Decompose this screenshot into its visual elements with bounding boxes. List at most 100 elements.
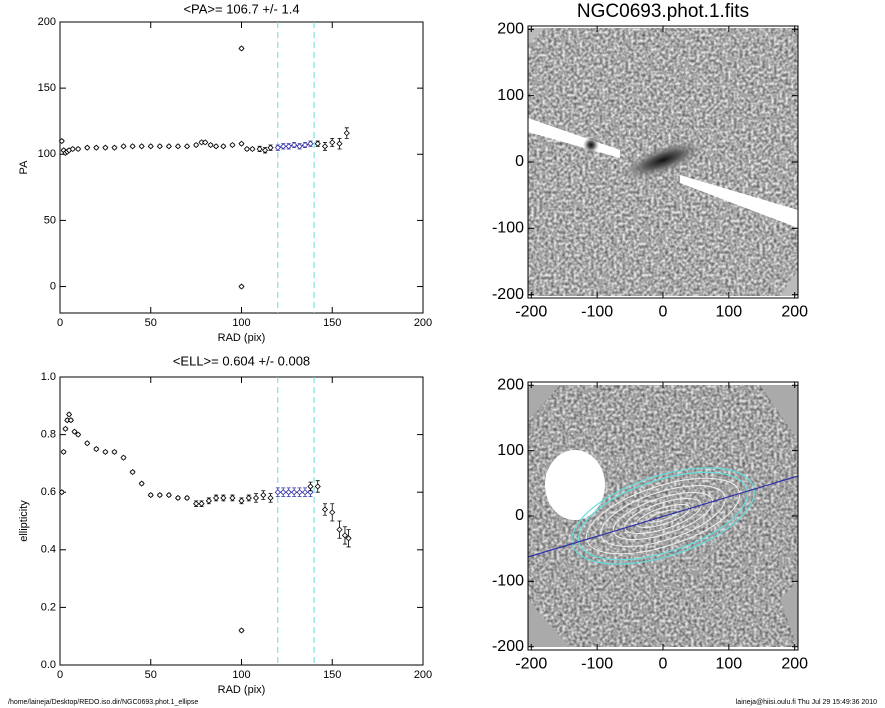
data-point — [58, 489, 65, 496]
data-point — [238, 140, 245, 147]
x-tick-label: 50 — [145, 669, 157, 681]
data-point — [198, 500, 205, 507]
y-axis-label: PA — [18, 160, 30, 175]
data-point — [111, 144, 118, 151]
footer-right: laineja@hiisi.oulu.fi Thu Jul 29 15:49:3… — [736, 699, 877, 706]
x-axis-label: RAD (pix) — [218, 332, 266, 344]
x-tick-label: 200 — [781, 304, 808, 321]
axes-frame — [59, 21, 424, 314]
x-tick-label: 50 — [145, 317, 157, 329]
data-point — [202, 139, 209, 146]
data-point — [102, 448, 109, 455]
data-point — [285, 143, 292, 150]
data-point — [238, 45, 245, 52]
data-point — [174, 494, 182, 502]
data-point — [138, 480, 145, 487]
data-point — [220, 494, 227, 502]
data-point — [120, 454, 127, 461]
data-point — [267, 144, 274, 151]
data-point — [301, 489, 309, 496]
y-tick-label: 150 — [38, 82, 56, 94]
x-tick-label: 0 — [659, 304, 668, 321]
data-point — [84, 144, 91, 151]
data-point — [345, 535, 352, 542]
data-point — [93, 445, 100, 453]
data-point — [336, 526, 343, 533]
data-point — [147, 143, 154, 150]
data-point — [66, 411, 73, 418]
data-point — [229, 494, 236, 502]
x-tick-label: 0 — [57, 317, 63, 329]
data-point — [229, 141, 236, 149]
data-point — [341, 532, 349, 539]
y-tick-label: 0.0 — [41, 659, 56, 671]
data-point — [291, 141, 298, 149]
data-point — [93, 144, 100, 151]
y-tick-label: -200 — [492, 638, 524, 655]
data-point — [238, 283, 245, 290]
data-point — [296, 143, 303, 150]
x-tick-label: -100 — [581, 304, 613, 321]
x-tick-label: -200 — [515, 304, 547, 321]
data-point — [165, 492, 172, 499]
data-point — [329, 509, 336, 516]
data-point — [213, 494, 220, 502]
data-point — [256, 145, 263, 153]
data-point — [71, 428, 78, 435]
data-point — [321, 143, 329, 150]
y-tick-label: 200 — [497, 376, 524, 393]
x-tick-label: 200 — [781, 656, 808, 673]
data-point — [249, 145, 256, 153]
data-point — [67, 417, 74, 424]
y-tick-label: -200 — [492, 286, 524, 303]
data-point — [174, 143, 182, 150]
data-point — [280, 143, 287, 150]
y-tick-label: -100 — [492, 220, 524, 237]
chart-title: NGC0693.phot.1.fits — [577, 1, 749, 22]
data-point — [245, 494, 252, 502]
data-point — [321, 506, 329, 513]
data-point — [183, 494, 191, 502]
data-point — [213, 143, 220, 150]
y-tick-label: 50 — [44, 214, 56, 226]
data-point — [58, 137, 65, 145]
x-tick-label: -100 — [581, 656, 613, 673]
data-point — [147, 492, 154, 499]
x-tick-label: -200 — [515, 656, 547, 673]
x-tick-label: 100 — [716, 656, 743, 673]
data-point — [280, 489, 287, 496]
data-point — [238, 627, 245, 634]
x-tick-label: 150 — [323, 317, 341, 329]
image-top-content — [528, 28, 798, 296]
y-tick-label: 0 — [515, 507, 524, 524]
data-point — [156, 143, 163, 150]
y-tick-label: 100 — [38, 148, 56, 160]
data-point — [296, 489, 303, 496]
y-tick-label: 0.2 — [41, 601, 56, 613]
data-point — [314, 140, 321, 147]
data-point — [75, 145, 82, 153]
data-point — [69, 145, 76, 153]
data-point — [252, 494, 260, 502]
data-point — [129, 143, 136, 150]
data-point — [291, 489, 298, 496]
y-tick-label: 0.8 — [41, 429, 56, 441]
y-tick-label: 0 — [515, 153, 524, 170]
y-tick-label: 0.4 — [41, 544, 56, 556]
data-point — [138, 143, 145, 150]
y-tick-label: -100 — [492, 573, 524, 590]
chart-title: <PA>= 106.7 +/- 1.4 — [183, 1, 299, 16]
data-point — [301, 141, 309, 149]
data-point — [267, 494, 274, 502]
footer-left: /home/laineja/Desktop/REDO.iso.dir/NGC06… — [8, 699, 198, 706]
data-point — [285, 489, 292, 496]
data-point — [205, 497, 212, 504]
data-point — [238, 497, 245, 504]
data-point — [307, 140, 314, 147]
y-tick-label: 0.6 — [41, 486, 56, 498]
data-point — [307, 483, 314, 490]
data-point — [336, 140, 343, 147]
data-point — [129, 468, 136, 476]
data-point — [274, 489, 281, 496]
